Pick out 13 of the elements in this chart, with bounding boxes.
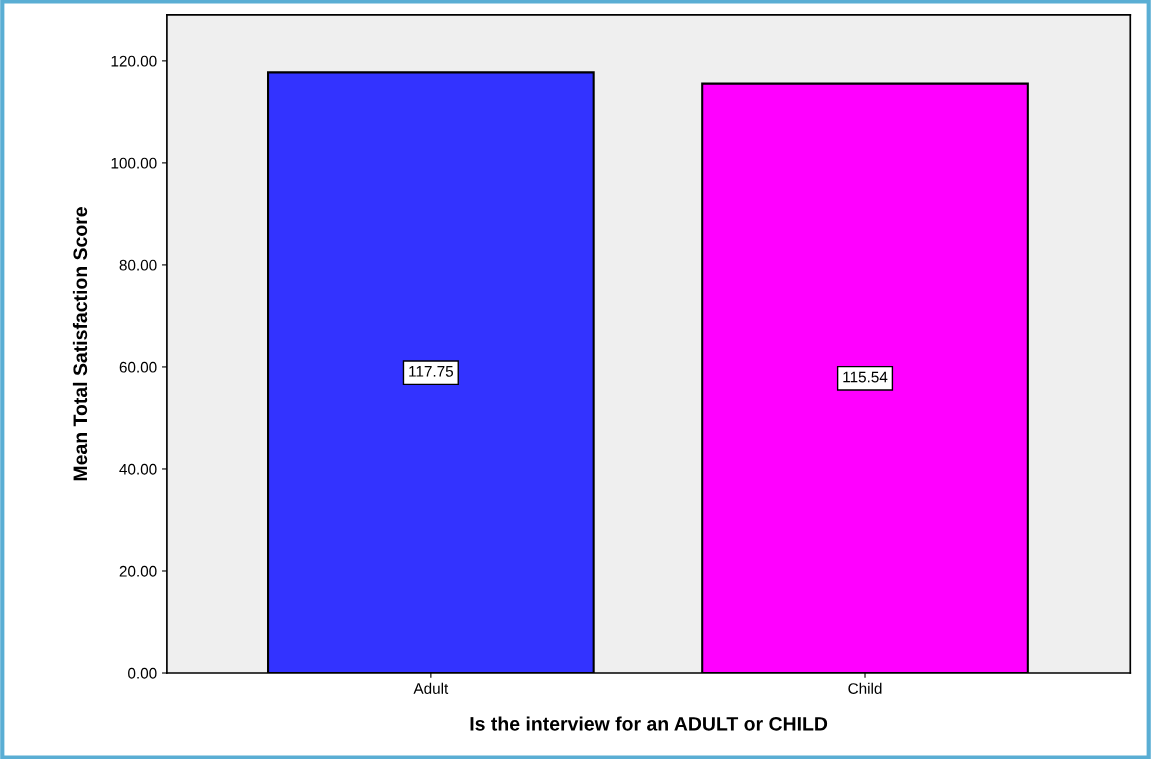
y-tick-label: 0.00 [128, 667, 157, 679]
x-tick-label: Adult [413, 682, 449, 694]
y-tick-label: 80.00 [119, 259, 157, 271]
y-tick-label: 20.00 [119, 565, 157, 577]
data-label: 117.75 [409, 366, 454, 377]
y-tick-label: 120.00 [111, 55, 157, 67]
x-tick-label: Child [848, 682, 882, 694]
y-tick-label: 100.00 [111, 157, 157, 169]
x-axis-title: Is the interview for an ADULT or CHILD [470, 716, 828, 731]
y-tick-label: 60.00 [119, 361, 157, 373]
data-label: 115.54 [843, 371, 888, 383]
y-tick-label: 40.00 [119, 463, 157, 475]
y-axis-title: Mean Total Satisfaction Score [72, 207, 88, 481]
